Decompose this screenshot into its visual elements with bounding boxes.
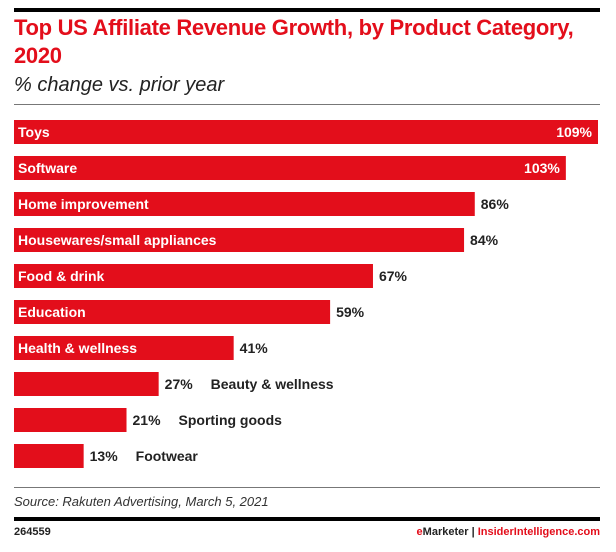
chart-subtitle: % change vs. prior year	[14, 74, 225, 96]
category-label: Software	[18, 160, 77, 176]
value-label: 41%	[240, 340, 269, 356]
category-label: Sporting goods	[179, 412, 283, 428]
bar	[14, 228, 465, 252]
chart-id: 264559	[14, 526, 51, 538]
brand-separator: |	[471, 526, 475, 538]
brand-name: Marketer	[422, 526, 469, 538]
category-label: Toys	[18, 124, 50, 140]
bar	[14, 372, 159, 396]
brand-site[interactable]: InsiderIntelligence.com	[477, 526, 600, 538]
value-label: 109%	[556, 124, 592, 140]
bar	[14, 120, 598, 144]
category-label: Footwear	[136, 448, 199, 464]
bar	[14, 264, 373, 288]
value-label: 67%	[379, 268, 408, 284]
value-label: 59%	[336, 304, 365, 320]
value-label: 27%	[165, 376, 194, 392]
category-label: Housewares/small appliances	[18, 232, 217, 248]
category-label: Food & drink	[18, 268, 105, 284]
bar	[14, 156, 566, 180]
value-label: 21%	[133, 412, 162, 428]
chart-title: Top US Affiliate Revenue Growth, by Prod…	[14, 15, 574, 68]
bar	[14, 408, 127, 432]
top-rule	[14, 8, 600, 12]
footer-rule	[14, 517, 600, 521]
brand-e: e	[416, 526, 423, 538]
brand: eMarketer | InsiderIntelligence.com	[417, 526, 600, 538]
value-label: 13%	[90, 448, 119, 464]
category-label: Beauty & wellness	[211, 376, 334, 392]
category-label: Education	[18, 304, 86, 320]
value-label: 86%	[481, 196, 510, 212]
header-divider	[14, 104, 600, 105]
value-label: 103%	[524, 160, 560, 176]
bar	[14, 444, 84, 468]
value-label: 84%	[470, 232, 499, 248]
category-label: Home improvement	[18, 196, 149, 212]
footer-divider	[14, 487, 600, 488]
bar	[14, 192, 475, 216]
bar	[14, 336, 234, 360]
bar	[14, 300, 331, 324]
source-note: Source: Rakuten Advertising, March 5, 20…	[14, 494, 269, 509]
category-label: Health & wellness	[18, 340, 137, 356]
